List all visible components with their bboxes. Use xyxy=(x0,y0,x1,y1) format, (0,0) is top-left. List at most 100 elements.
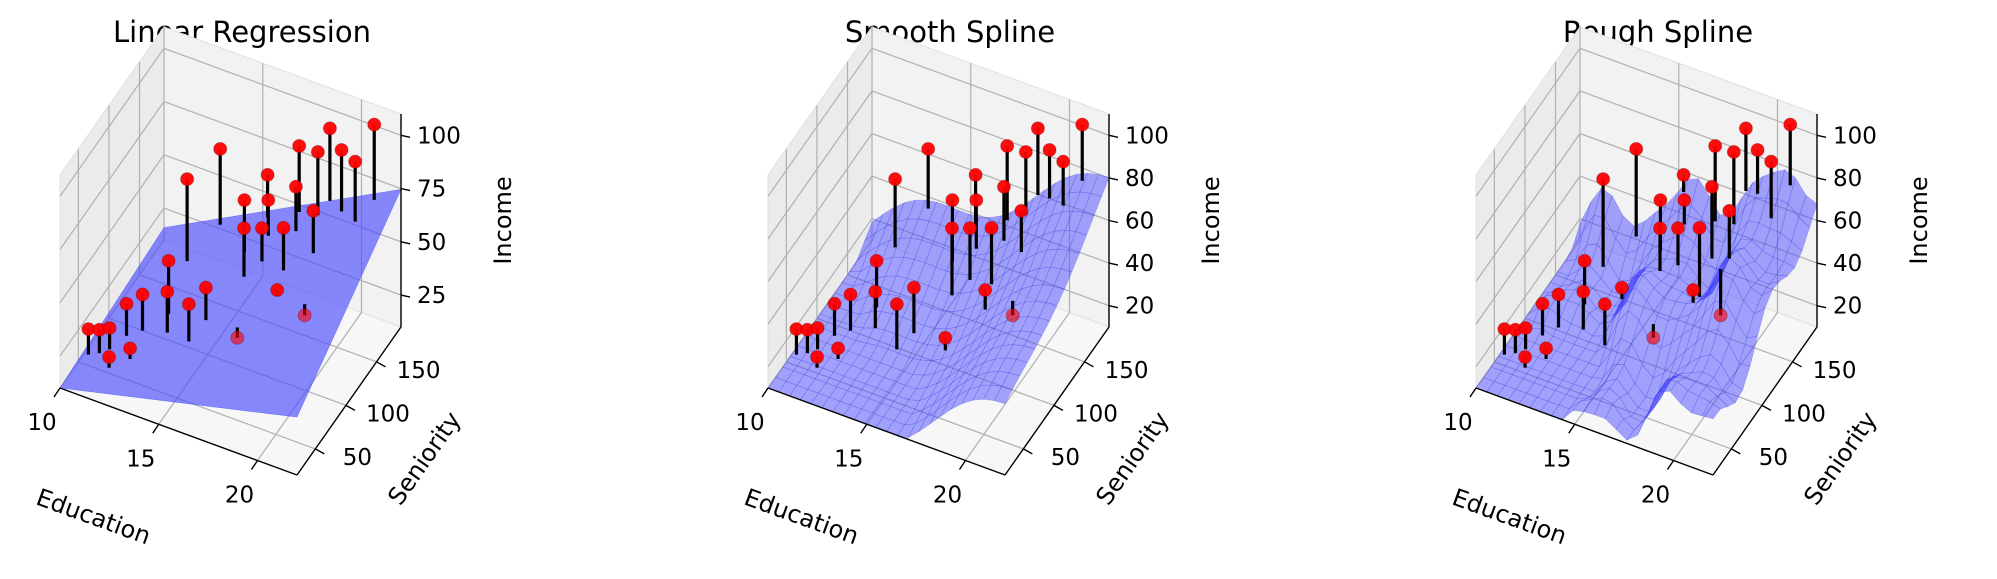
grid-line xyxy=(1475,133,1581,282)
data-point xyxy=(160,284,175,299)
panel-linear-regression: Linear Regression 1015205010015025507510… xyxy=(27,15,517,550)
data-point xyxy=(1677,193,1692,208)
data-point xyxy=(889,297,904,312)
data-point xyxy=(1005,308,1020,323)
z-tick-label: 100 xyxy=(1833,123,1877,149)
grid-line xyxy=(767,133,873,282)
data-point xyxy=(1708,139,1723,154)
grid-line xyxy=(965,312,1070,461)
y-tick-label: 50 xyxy=(1051,445,1080,471)
z-tick-label: 20 xyxy=(1125,294,1154,320)
surface-patch xyxy=(1053,268,1073,290)
data-points xyxy=(1497,117,1798,368)
panel-rough-spline: Rough Spline 1015205010015020406080100Ed… xyxy=(1443,15,1933,550)
data-point xyxy=(1653,193,1668,208)
axis-line xyxy=(1053,404,1064,411)
axis-line xyxy=(400,134,411,138)
data-point xyxy=(1075,117,1090,132)
surface-patch xyxy=(1023,331,1043,350)
data-point xyxy=(1692,220,1707,235)
panel-smooth-spline: Smooth Spline 1015205010015020406080100E… xyxy=(735,15,1225,550)
data-point xyxy=(827,296,842,311)
data-point xyxy=(962,221,977,236)
axis-line xyxy=(1816,305,1827,309)
axis-line xyxy=(1084,361,1094,368)
data-point xyxy=(1726,144,1741,159)
data-point xyxy=(868,284,883,299)
data-point xyxy=(123,341,138,356)
surface-patch xyxy=(1709,395,1729,410)
grid-line xyxy=(1579,47,1818,136)
z-tick-label: 50 xyxy=(417,230,446,256)
grid-line xyxy=(767,175,873,325)
data-point xyxy=(1518,320,1533,335)
z-tick-label: 80 xyxy=(1125,166,1154,192)
data-point xyxy=(1518,350,1533,365)
data-point xyxy=(810,350,825,365)
data-point xyxy=(1738,121,1753,136)
grid-line xyxy=(59,207,165,357)
data-point xyxy=(1670,221,1685,236)
data-point xyxy=(945,193,960,208)
data-point xyxy=(1646,330,1661,345)
x-tick-label: 15 xyxy=(1542,446,1571,472)
data-points xyxy=(789,117,1090,368)
axis-line xyxy=(1816,177,1827,181)
data-point xyxy=(237,221,252,236)
y-tick-label: 100 xyxy=(1782,401,1826,427)
surface-patch xyxy=(1739,335,1759,367)
axis-line xyxy=(53,387,61,398)
axis-line xyxy=(1761,404,1772,411)
data-point xyxy=(968,167,983,182)
data-point xyxy=(322,121,337,136)
grid-line xyxy=(1475,47,1581,197)
surface-patch xyxy=(1001,372,1021,390)
y-tick-label: 150 xyxy=(1813,358,1857,384)
data-point xyxy=(921,141,936,156)
surface-patch xyxy=(993,385,1013,405)
surface-patch xyxy=(1016,345,1036,363)
z-axis-label: Income xyxy=(1905,176,1933,264)
data-point xyxy=(1014,203,1029,218)
z-tick-label: 40 xyxy=(1833,251,1862,277)
data-point xyxy=(102,320,117,335)
z-tick-label: 80 xyxy=(1833,166,1862,192)
surface-patch xyxy=(1045,285,1065,306)
data-point xyxy=(254,221,269,236)
axis-line xyxy=(1023,448,1033,455)
data-point xyxy=(181,297,196,312)
data-point xyxy=(869,253,884,268)
axis-line xyxy=(1108,177,1119,181)
grid-line xyxy=(1475,218,1581,368)
data-point xyxy=(198,280,213,295)
data-point xyxy=(1629,141,1644,156)
data-point xyxy=(1030,121,1045,136)
y-tick-label: 150 xyxy=(397,358,441,384)
axis-line xyxy=(152,423,160,434)
surface-patch xyxy=(1724,382,1744,404)
surface-patch xyxy=(1746,307,1766,339)
data-point xyxy=(938,330,953,345)
y-tick-label: 100 xyxy=(366,401,410,427)
z-tick-label: 100 xyxy=(417,123,461,149)
z-axis-label: Income xyxy=(489,176,517,264)
x-tick-label: 10 xyxy=(1443,410,1472,436)
plot-area: 10152050100150255075100EducationSeniorit… xyxy=(27,25,517,550)
axis-line xyxy=(400,241,411,245)
data-point xyxy=(831,341,846,356)
z-tick-label: 25 xyxy=(417,283,446,309)
grid-line xyxy=(163,100,402,190)
axis-line xyxy=(296,326,402,476)
data-point xyxy=(1535,296,1550,311)
data-point xyxy=(1750,142,1765,157)
data-point xyxy=(1018,144,1033,159)
data-point xyxy=(261,193,276,208)
data-point xyxy=(334,142,349,157)
grid-line xyxy=(767,90,873,240)
grid-line xyxy=(1579,90,1818,179)
data-point xyxy=(237,193,252,208)
data-point xyxy=(135,287,150,302)
axis-line xyxy=(400,187,411,192)
y-tick-label: 100 xyxy=(1074,401,1118,427)
data-point xyxy=(1686,283,1701,298)
